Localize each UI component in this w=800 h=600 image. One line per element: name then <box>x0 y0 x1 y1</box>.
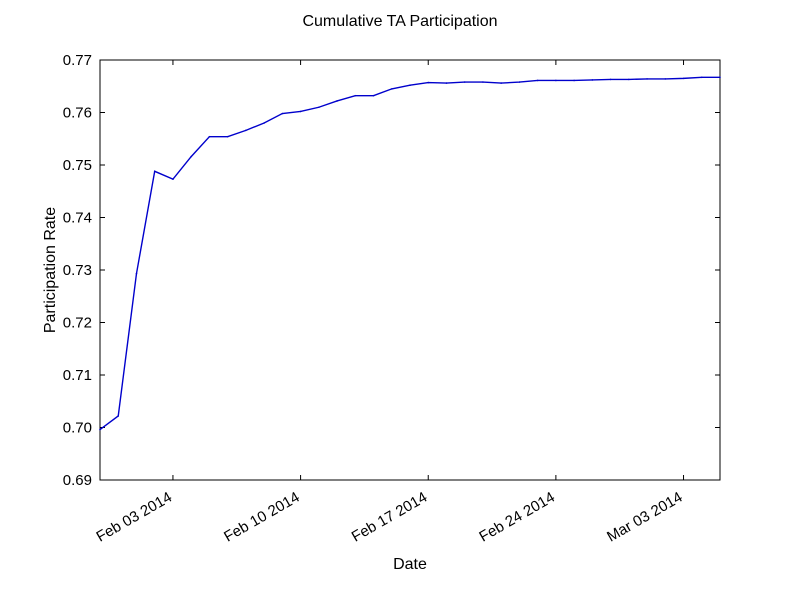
y-axis: 0.69 0.70 0.71 0.72 0.73 0.74 0.75 0.76 0.77 <box>63 52 720 489</box>
data-point <box>664 78 667 80</box>
y-tick-label: 0.70 <box>63 420 92 437</box>
x-tick-label: Feb 03 2014 <box>93 489 174 546</box>
y-tick-label: 0.76 <box>63 105 92 122</box>
data-point <box>500 82 502 84</box>
data-point <box>372 94 375 97</box>
y-tick-label: 0.75 <box>63 157 92 174</box>
y-axis-label: Participation Rate <box>42 207 59 333</box>
y-tick-label: 0.69 <box>63 472 92 489</box>
data-point <box>591 79 594 81</box>
data-point <box>318 106 320 109</box>
data-point <box>208 135 211 138</box>
data-point <box>463 81 466 83</box>
x-tick-label: Feb 10 2014 <box>221 489 302 546</box>
data-point <box>573 79 575 82</box>
x-axis-label: Date <box>393 556 427 573</box>
data-point <box>135 272 138 275</box>
x-tick-label: Feb 24 2014 <box>476 489 557 546</box>
data-point <box>682 77 685 80</box>
data-point <box>445 82 448 84</box>
data-point <box>609 78 612 81</box>
series-line <box>99 76 720 431</box>
plot-area <box>99 59 721 481</box>
data-point <box>427 81 430 84</box>
data-point <box>409 84 411 86</box>
data-point <box>190 155 192 158</box>
data-point <box>99 428 101 431</box>
data-point <box>245 129 247 132</box>
y-tick-label: 0.73 <box>63 262 92 279</box>
data-point <box>117 415 120 417</box>
x-tick-label: Feb 17 2014 <box>349 489 430 546</box>
data-point <box>390 88 393 90</box>
data-point <box>299 110 302 113</box>
chart-title: Cumulative TA Participation <box>302 13 497 30</box>
data-point <box>719 76 721 79</box>
data-point <box>628 78 630 81</box>
data-point <box>555 79 557 82</box>
data-point <box>172 178 174 180</box>
data-point <box>226 135 229 138</box>
data-point <box>153 170 156 173</box>
series-layer <box>99 76 721 431</box>
y-tick-label: 0.71 <box>63 367 92 384</box>
data-point <box>646 78 648 80</box>
x-axis: Feb 03 2014 Feb 10 2014 Feb 17 2014 Feb 24 … <box>93 60 686 546</box>
y-tick-label: 0.74 <box>63 210 92 227</box>
data-point <box>263 122 265 124</box>
x-tick-label: Mar 03 2014 <box>604 489 685 546</box>
data-point <box>518 81 521 83</box>
data-point <box>336 100 338 102</box>
data-point <box>700 76 703 79</box>
data-point <box>281 112 284 115</box>
y-tick-label: 0.77 <box>63 52 92 69</box>
data-point <box>482 81 484 83</box>
data-point <box>536 79 539 82</box>
y-tick-label: 0.72 <box>63 315 92 332</box>
data-point <box>354 94 357 97</box>
